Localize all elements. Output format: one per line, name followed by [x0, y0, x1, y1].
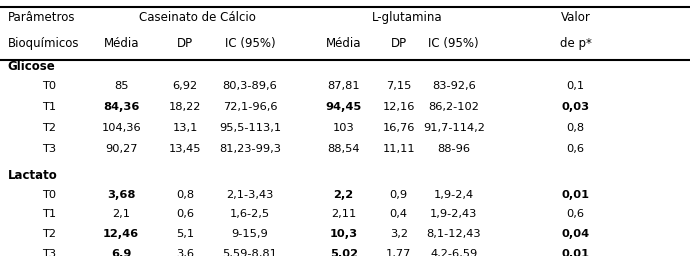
Text: 11,11: 11,11 [382, 144, 415, 154]
Text: 1,6-2,5: 1,6-2,5 [230, 209, 270, 219]
Text: 0,6: 0,6 [566, 144, 584, 154]
Text: T0: T0 [42, 189, 56, 199]
Text: 85: 85 [114, 81, 128, 91]
Text: 91,7-114,2: 91,7-114,2 [423, 123, 485, 133]
Text: 3,6: 3,6 [176, 249, 195, 256]
Text: 2,11: 2,11 [331, 209, 356, 219]
Text: 18,22: 18,22 [169, 102, 201, 112]
Text: 103: 103 [333, 123, 355, 133]
Text: 6,92: 6,92 [172, 81, 198, 91]
Text: 0,8: 0,8 [176, 189, 195, 199]
Text: 0,8: 0,8 [566, 123, 584, 133]
Text: 1,9-2,4: 1,9-2,4 [434, 189, 474, 199]
Text: 7,15: 7,15 [386, 81, 411, 91]
Text: 8,1-12,43: 8,1-12,43 [426, 229, 481, 239]
Text: 10,3: 10,3 [330, 229, 357, 239]
Text: T3: T3 [42, 249, 56, 256]
Text: 81,23-99,3: 81,23-99,3 [219, 144, 281, 154]
Text: 3,2: 3,2 [390, 229, 408, 239]
Text: 87,81: 87,81 [327, 81, 360, 91]
Text: 0,4: 0,4 [390, 209, 408, 219]
Text: 0,6: 0,6 [176, 209, 195, 219]
Text: 0,04: 0,04 [562, 229, 590, 239]
Text: 9-15,9: 9-15,9 [232, 229, 268, 239]
Text: 12,46: 12,46 [103, 229, 139, 239]
Text: 0,01: 0,01 [562, 249, 590, 256]
Text: 12,16: 12,16 [382, 102, 415, 112]
Text: 5,02: 5,02 [330, 249, 357, 256]
Text: 2,1-3,43: 2,1-3,43 [226, 189, 274, 199]
Text: 13,45: 13,45 [169, 144, 201, 154]
Text: 0,03: 0,03 [562, 102, 590, 112]
Text: 0,6: 0,6 [566, 209, 584, 219]
Text: Parâmetros: Parâmetros [8, 11, 75, 24]
Text: 2,2: 2,2 [333, 189, 354, 199]
Text: 84,36: 84,36 [103, 102, 139, 112]
Text: de p*: de p* [560, 37, 591, 50]
Text: L-glutamina: L-glutamina [372, 11, 442, 24]
Text: 5,59-8,81: 5,59-8,81 [223, 249, 277, 256]
Text: 4,2-6,59: 4,2-6,59 [430, 249, 477, 256]
Text: 6,9: 6,9 [111, 249, 131, 256]
Text: 95,5-113,1: 95,5-113,1 [219, 123, 281, 133]
Text: 88,54: 88,54 [327, 144, 360, 154]
Text: 104,36: 104,36 [101, 123, 141, 133]
Text: 90,27: 90,27 [105, 144, 137, 154]
Text: IC (95%): IC (95%) [428, 37, 479, 50]
Text: T2: T2 [42, 229, 56, 239]
Text: 0,1: 0,1 [566, 81, 584, 91]
Text: T2: T2 [42, 123, 56, 133]
Text: 0,9: 0,9 [390, 189, 408, 199]
Text: Glicose: Glicose [8, 60, 55, 73]
Text: 16,76: 16,76 [382, 123, 415, 133]
Text: Bioquímicos: Bioquímicos [8, 37, 79, 50]
Text: 80,3-89,6: 80,3-89,6 [223, 81, 277, 91]
Text: 1,77: 1,77 [386, 249, 411, 256]
Text: Média: Média [326, 37, 362, 50]
Text: 1,9-2,43: 1,9-2,43 [430, 209, 477, 219]
Text: 86,2-102: 86,2-102 [428, 102, 480, 112]
Text: T0: T0 [42, 81, 56, 91]
Text: DP: DP [391, 37, 407, 50]
Text: T1: T1 [42, 102, 56, 112]
Text: 72,1-96,6: 72,1-96,6 [223, 102, 277, 112]
Text: 13,1: 13,1 [172, 123, 198, 133]
Text: Média: Média [104, 37, 139, 50]
Text: 0,01: 0,01 [562, 189, 590, 199]
Text: T3: T3 [42, 144, 56, 154]
Text: 5,1: 5,1 [176, 229, 195, 239]
Text: IC (95%): IC (95%) [225, 37, 275, 50]
Text: T1: T1 [42, 209, 56, 219]
Text: 88-96: 88-96 [437, 144, 471, 154]
Text: 83-92,6: 83-92,6 [432, 81, 475, 91]
Text: DP: DP [177, 37, 193, 50]
Text: 3,68: 3,68 [107, 189, 135, 199]
Text: Lactato: Lactato [8, 169, 57, 182]
Text: 94,45: 94,45 [326, 102, 362, 112]
Text: 2,1: 2,1 [112, 209, 130, 219]
Text: Valor: Valor [561, 11, 591, 24]
Text: Caseinato de Cálcio: Caseinato de Cálcio [139, 11, 255, 24]
